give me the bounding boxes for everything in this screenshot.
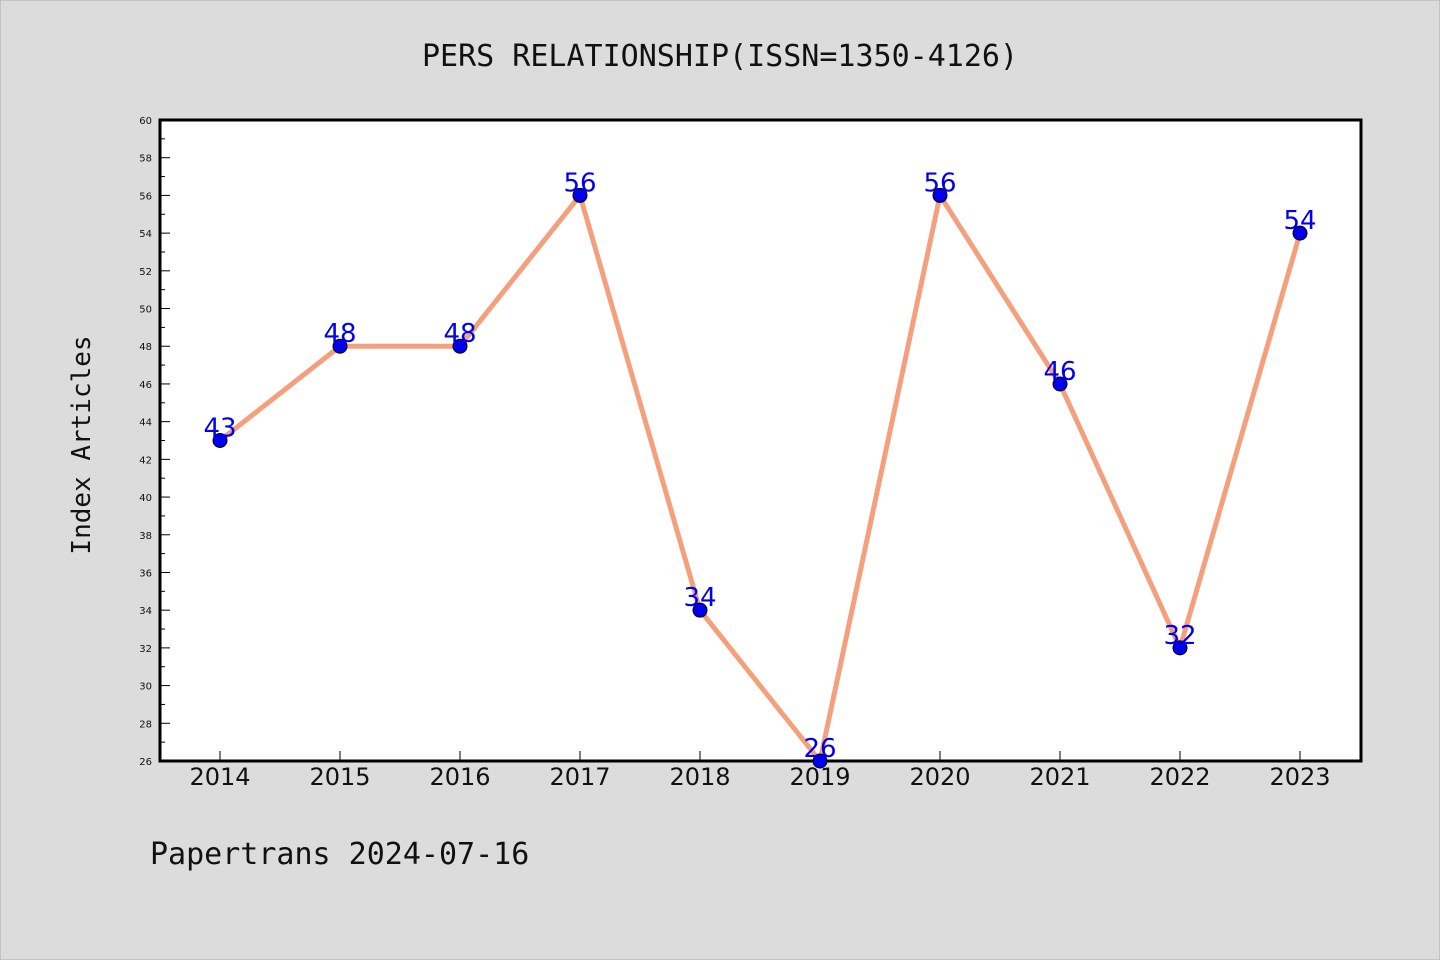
data-label: 48 <box>443 319 476 349</box>
data-point <box>212 433 228 448</box>
y-axis: 26 28 30 32 34 36 38 40 42 44 46 48 50 52 54 56 58 60 <box>139 116 170 768</box>
y-tick-label: 58 <box>139 154 152 165</box>
data-label: 56 <box>563 168 596 198</box>
x-tick-label: 2021 <box>1029 763 1090 791</box>
data-label: 32 <box>1163 621 1196 651</box>
y-tick-label: 40 <box>139 493 152 504</box>
y-tick-label: 50 <box>139 305 152 316</box>
y-tick-label: 38 <box>139 531 152 542</box>
y-tick-label: 54 <box>139 229 152 240</box>
y-tick-label: 46 <box>139 380 152 391</box>
y-tick-label: 42 <box>139 455 152 466</box>
x-tick-label: 2017 <box>549 763 610 791</box>
y-tick-label: 28 <box>139 719 152 730</box>
x-tick-label: 2018 <box>669 763 730 791</box>
data-label: 34 <box>683 583 716 613</box>
data-label: 48 <box>323 319 356 349</box>
markers-group <box>212 187 1308 769</box>
y-axis-label: Index Articles <box>67 335 97 554</box>
x-tick-label: 2022 <box>1149 763 1210 791</box>
data-label: 26 <box>803 734 836 764</box>
data-point <box>1052 376 1068 392</box>
data-point <box>452 338 468 354</box>
y-tick-label: 60 <box>139 116 152 127</box>
y-tick-label: 52 <box>139 267 152 278</box>
data-point <box>1292 225 1308 241</box>
footer-text: Papertrans 2024-07-16 <box>150 837 529 872</box>
x-tick-label: 2014 <box>189 763 250 791</box>
y-tick-label: 36 <box>139 568 152 579</box>
data-point <box>1172 640 1188 656</box>
data-label: 43 <box>203 414 236 444</box>
y-tick-label: 26 <box>139 757 152 768</box>
plot-area <box>158 118 1363 763</box>
data-point <box>812 753 828 769</box>
series-line-group <box>217 192 1303 764</box>
y-tick-label: 32 <box>139 644 152 655</box>
data-label: 54 <box>1283 206 1316 236</box>
data-point <box>572 187 588 203</box>
y-tick-label: 56 <box>139 191 152 202</box>
x-tick-label: 2023 <box>1269 763 1330 791</box>
data-point <box>692 602 708 618</box>
x-tick-label: 2020 <box>909 763 970 791</box>
y-tick-label: 48 <box>139 342 152 353</box>
data-label: 46 <box>1043 357 1076 387</box>
data-labels-group: 43 48 48 56 34 26 56 46 32 54 <box>203 168 1316 764</box>
x-axis: 2014 2015 2016 2017 2018 2019 2020 2021 2022 2023 <box>189 751 1331 791</box>
data-point <box>332 338 348 354</box>
y-tick-label: 30 <box>139 682 152 693</box>
y-tick-label: 44 <box>139 418 152 429</box>
y-tick-label: 34 <box>139 606 152 617</box>
series-line <box>217 192 1303 764</box>
x-tick-label: 2016 <box>429 763 490 791</box>
chart-title: PERS RELATIONSHIP(ISSN=1350-4126) <box>422 39 1018 74</box>
data-label: 56 <box>923 168 956 198</box>
x-tick-label: 2015 <box>309 763 370 791</box>
data-point <box>932 187 948 203</box>
